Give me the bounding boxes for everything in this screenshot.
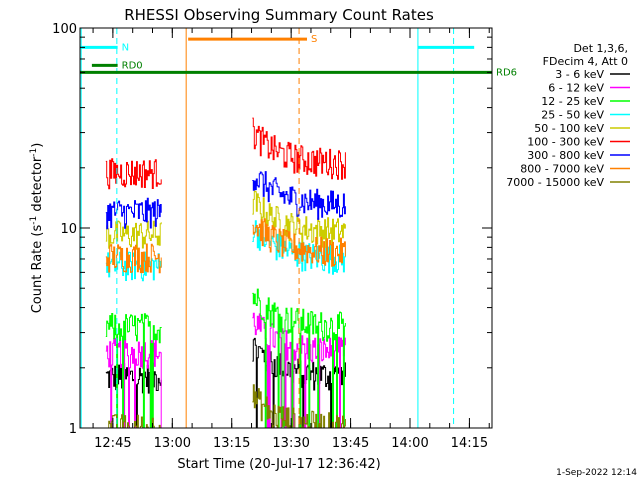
chart-title: RHESSI Observing Summary Count Rates (124, 6, 434, 24)
y-axis-label: Count Rate (s-1 detector-1) (29, 143, 45, 314)
x-tick-label: 13:30 (272, 436, 309, 451)
legend-label: 7000 - 15000 keV (506, 176, 604, 189)
legend-label: 6 - 12 keV (548, 82, 604, 95)
legend-label: 25 - 50 keV (541, 109, 604, 122)
legend-label: 100 - 300 keV (527, 136, 604, 149)
legend-label: 300 - 800 keV (527, 149, 604, 162)
series-line (105, 197, 162, 230)
series-line (105, 158, 162, 190)
x-tick-label: 14:15 (451, 436, 488, 451)
plot-layer: N RD0 RD6 S (80, 28, 517, 429)
x-tick-label: 13:15 (213, 436, 250, 451)
x-tick-label: 13:00 (154, 436, 191, 451)
flag-label: RD6 (496, 67, 517, 78)
x-tick-label: 14:00 (391, 436, 428, 451)
x-tick-label: 12:45 (94, 436, 131, 451)
y-label-main: Count Rate (s (30, 225, 45, 314)
flag-label: S (311, 34, 317, 45)
y-tick-label: 1 (69, 422, 77, 437)
y-label-mid: detector (30, 156, 45, 216)
flag-label: RD0 (122, 60, 143, 71)
series-line (105, 243, 162, 274)
legend-header: FDecim 4, Att 0 (543, 55, 628, 68)
legend-label: 12 - 25 keV (541, 95, 604, 108)
series-line (105, 251, 162, 282)
footer-date: 1-Sep-2022 12:14 (556, 468, 637, 478)
y-tick-label: 100 (52, 22, 77, 37)
flag-label: N (122, 42, 129, 53)
x-tick-label: 13:45 (332, 436, 369, 451)
legend-header: Det 1,3,6, (573, 42, 628, 55)
legend-label: 800 - 7000 keV (520, 163, 604, 176)
y-label-sup2: -1 (29, 148, 39, 157)
series-line (105, 313, 162, 429)
y-tick-label: 10 (60, 222, 77, 237)
legend-label: 3 - 6 keV (555, 68, 604, 81)
y-label-end: ) (30, 143, 45, 148)
x-axis-label: Start Time (20-Jul-17 12:36:42) (177, 457, 380, 472)
axes-layer: 100 10 1 12:45 13:00 13:15 13:30 13:45 14:00 14:1… (52, 22, 493, 451)
series-line (105, 220, 162, 250)
y-label-sup1: -1 (29, 216, 39, 225)
legend-label: 50 - 100 keV (534, 122, 604, 135)
